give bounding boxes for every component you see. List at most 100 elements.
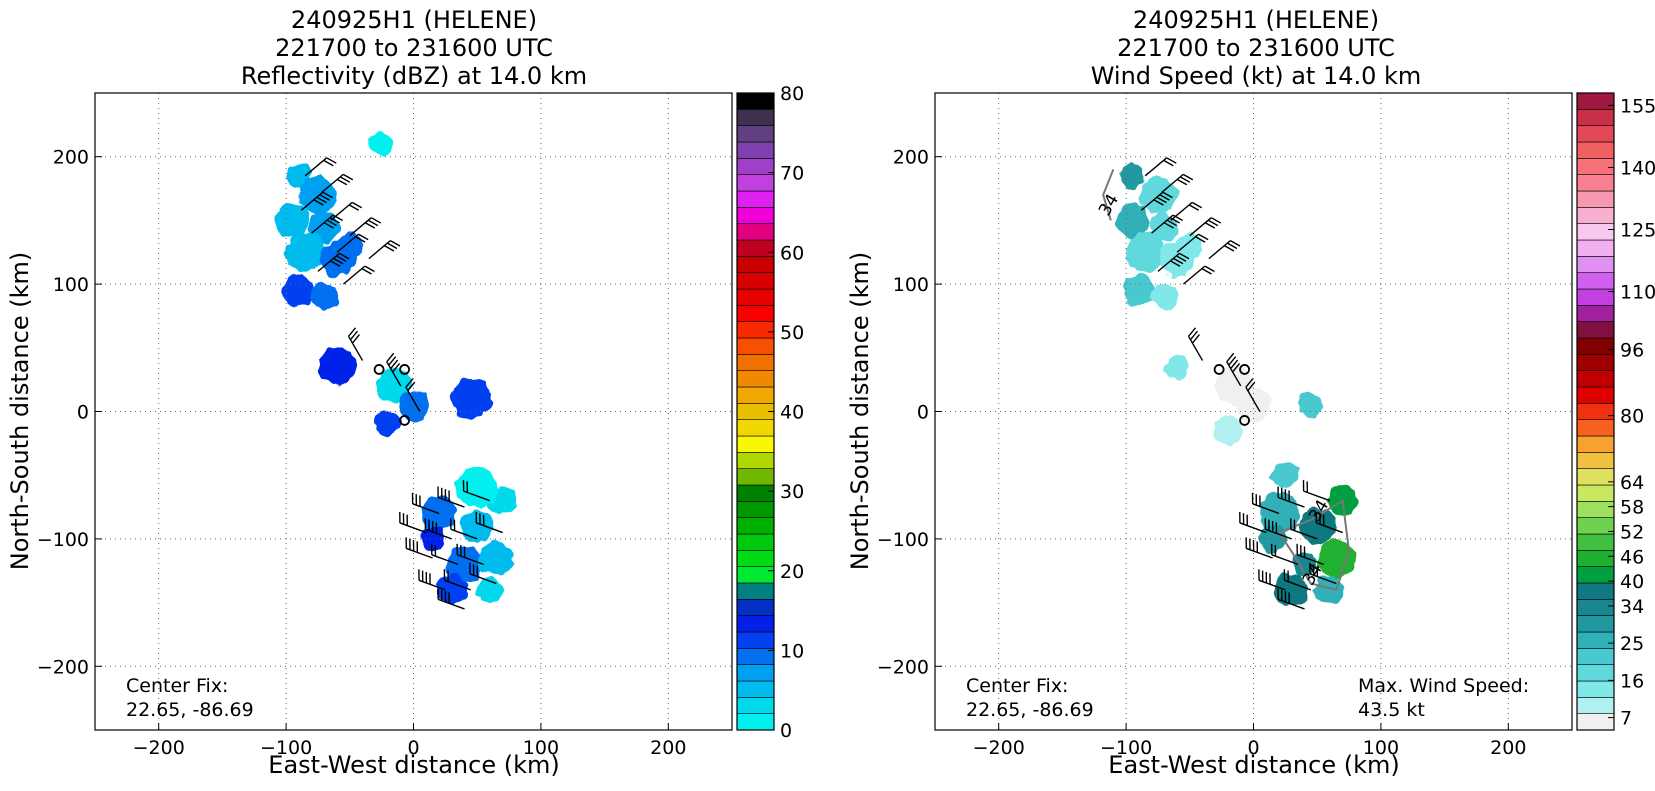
colorbar-segment xyxy=(1577,387,1614,403)
colorbar-segment xyxy=(1577,240,1614,256)
colorbar-segment xyxy=(737,485,774,501)
colorbar-segment xyxy=(1577,616,1614,632)
colorbar-segment xyxy=(1577,583,1614,599)
colorbar-segment xyxy=(1577,191,1614,207)
colorbar-segment xyxy=(1577,697,1614,713)
y-tick-label: 0 xyxy=(77,402,89,424)
colorbar-segment xyxy=(1577,224,1614,240)
field-cell xyxy=(479,541,513,575)
wind-barb xyxy=(1189,328,1203,361)
panel-title-line-1: 240925H1 (HELENE) xyxy=(1133,6,1379,34)
center-marker xyxy=(375,365,384,374)
colorbar-segment xyxy=(737,305,774,321)
colorbar-segment xyxy=(1577,126,1614,142)
colorbar-segment xyxy=(1577,371,1614,387)
wind-barb xyxy=(1190,218,1221,236)
colorbar-segment xyxy=(737,599,774,615)
colorbar-segment xyxy=(737,126,774,142)
colorbar-segment xyxy=(1577,436,1614,452)
colorbar-segment xyxy=(737,93,774,109)
field-cell xyxy=(1159,241,1195,277)
y-tick-label: −200 xyxy=(877,656,929,678)
y-tick-label: 100 xyxy=(893,274,929,296)
colorbar-segment xyxy=(737,632,774,648)
colorbar-segment xyxy=(1577,420,1614,436)
colorbar-segment xyxy=(1577,322,1614,338)
max-wind-value: 43.5 kt xyxy=(1358,699,1425,721)
y-tick-label: 200 xyxy=(53,147,89,169)
panel-title-line-1: 240925H1 (HELENE) xyxy=(291,6,537,34)
colorbar-tick-label: 96 xyxy=(1620,339,1644,361)
colorbar-segment xyxy=(1577,648,1614,664)
x-tick-label: 200 xyxy=(650,737,686,759)
center-marker xyxy=(400,416,409,425)
colorbar-segment xyxy=(737,371,774,387)
field-cell xyxy=(1123,275,1155,307)
colorbar-segment xyxy=(1577,681,1614,697)
colorbar-segment xyxy=(1577,452,1614,468)
colorbar-tick-label: 34 xyxy=(1620,596,1644,618)
colorbar-segment xyxy=(1577,632,1614,648)
colorbar-segment xyxy=(737,354,774,370)
colorbar-segment xyxy=(737,501,774,517)
colorbar-segment xyxy=(1577,158,1614,174)
panel-title-line-2: 221700 to 231600 UTC xyxy=(1117,34,1395,62)
colorbar-segment xyxy=(737,567,774,583)
colorbar-segment xyxy=(737,469,774,485)
field-cell xyxy=(1125,232,1165,272)
colorbar-segment xyxy=(737,273,774,289)
x-tick-label: −200 xyxy=(133,737,185,759)
colorbar-segment xyxy=(737,420,774,436)
max-wind-label: Max. Wind Speed: xyxy=(1358,675,1529,697)
colorbar-segment xyxy=(1577,354,1614,370)
y-tick-label: −200 xyxy=(37,656,89,678)
y-tick-label: 0 xyxy=(917,402,929,424)
colorbar-segment xyxy=(737,289,774,305)
colorbar-segment xyxy=(1577,567,1614,583)
colorbar-segment xyxy=(1577,175,1614,191)
x-tick-label: 200 xyxy=(1490,737,1526,759)
colorbar-tick-label: 40 xyxy=(780,402,804,424)
colorbar-segment xyxy=(1577,93,1614,109)
colorbar-segment xyxy=(737,387,774,403)
colorbar-segment xyxy=(1577,338,1614,354)
colorbar-tick-label: 70 xyxy=(780,163,804,185)
panel-title-line-3: Reflectivity (dBZ) at 14.0 km xyxy=(241,62,587,90)
colorbar-tick-label: 10 xyxy=(780,640,804,662)
field-cell xyxy=(451,379,491,419)
colorbar-segment xyxy=(737,550,774,566)
colorbar-segment xyxy=(1577,714,1614,730)
colorbar-tick-label: 40 xyxy=(1620,571,1644,593)
colorbar-segment xyxy=(737,338,774,354)
center-fix-value: 22.65, -86.69 xyxy=(966,699,1094,721)
wind-speed-panel: 240925H1 (HELENE) 221700 to 231600 UTC W… xyxy=(846,6,1655,779)
wind-barb xyxy=(350,218,381,236)
colorbar-segment xyxy=(737,616,774,632)
colorbar-segment xyxy=(1577,273,1614,289)
panel-title-line-2: 221700 to 231600 UTC xyxy=(275,34,553,62)
colorbar-tick-label: 140 xyxy=(1620,157,1655,179)
colorbar-tick-label: 30 xyxy=(780,481,804,503)
colorbar-segment xyxy=(737,240,774,256)
colorbar-segment xyxy=(737,665,774,681)
colorbar-segment xyxy=(737,681,774,697)
colorbar-tick-label: 46 xyxy=(1620,546,1644,568)
colorbar-segment xyxy=(1577,207,1614,223)
colorbar-segment xyxy=(1577,485,1614,501)
center-fix-value: 22.65, -86.69 xyxy=(126,699,254,721)
y-tick-label: −100 xyxy=(37,529,89,551)
field-cell xyxy=(283,275,315,307)
field-cell xyxy=(1165,355,1189,379)
wind-barb xyxy=(369,241,400,259)
colorbar-segment xyxy=(1577,599,1614,615)
colorbar-segment xyxy=(737,436,774,452)
colorbar-tick-label: 125 xyxy=(1620,220,1655,242)
center-fix-label: Center Fix: xyxy=(126,675,228,697)
colorbar-segment xyxy=(737,109,774,125)
colorbar-tick-label: 58 xyxy=(1620,497,1644,519)
colorbar-tick-label: 64 xyxy=(1620,472,1644,494)
colorbar-tick-label: 60 xyxy=(780,242,804,264)
colorbar-segment xyxy=(737,142,774,158)
